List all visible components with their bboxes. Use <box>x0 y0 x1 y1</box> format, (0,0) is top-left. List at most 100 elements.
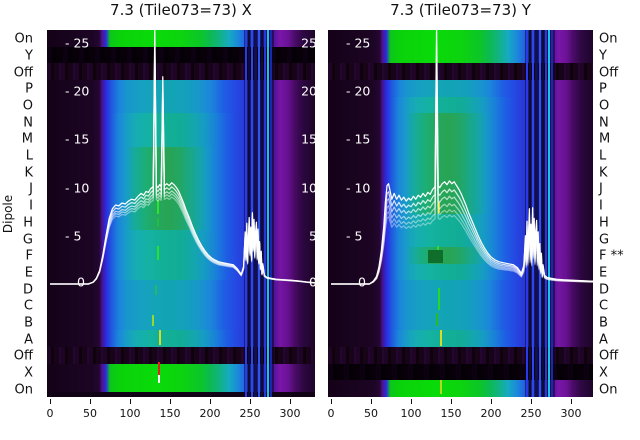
y-tick-label: - 20 <box>346 83 371 99</box>
row-label-right: Y <box>599 48 607 64</box>
x-tick-label: 300 <box>279 407 301 420</box>
rfi-mark <box>159 330 161 345</box>
row-label-right: X <box>599 365 608 381</box>
bandpass-line <box>331 30 593 285</box>
x-tick-mark <box>130 399 131 404</box>
row-label-left: On <box>14 31 33 47</box>
row-label-left: L <box>25 148 33 164</box>
rfi-mark <box>438 288 440 310</box>
row-label-right: O <box>599 98 610 114</box>
x-tick-mark <box>371 399 372 404</box>
row-label-left: I <box>29 198 33 214</box>
y-tick-label: - 15 <box>346 131 371 147</box>
row-label-right: Off <box>599 65 619 81</box>
rfi-stripe <box>535 30 538 397</box>
row-label-right: I <box>599 198 603 214</box>
heatmap-panel-x: - 25 - 20 - 15 - 10 - 5 0 25 20 15 10 5 0 <box>47 30 315 397</box>
heatmap-panel-y: - 25 - 20 - 15 - 10 - 5 0 <box>328 30 593 397</box>
rfi-mark <box>436 313 438 326</box>
x-tick-mark <box>331 399 332 404</box>
y-tick-label: - 10 <box>346 180 371 196</box>
row-label-left: D <box>22 282 33 298</box>
x-tick-mark <box>491 399 492 404</box>
row-label-left: J <box>29 181 33 197</box>
rfi-mark <box>158 362 160 375</box>
x-tick-label: 100 <box>400 407 422 420</box>
y-tick-label-zero: 0 <box>77 274 85 290</box>
rfi-stripe <box>526 30 528 397</box>
row-label-right: Off <box>599 348 619 364</box>
y-tick-label-zero: 0 <box>358 274 366 290</box>
x-tick-label: 250 <box>520 407 542 420</box>
y-tick-label: - 15 <box>65 131 90 147</box>
rfi-stripe <box>270 30 272 397</box>
row-label-left: Off <box>13 65 33 81</box>
x-tick-mark <box>451 399 452 404</box>
panel-title-x: 7.3 (Tile073=73) X <box>110 1 252 19</box>
rfi-mark <box>440 380 442 394</box>
row-label-left: E <box>24 265 33 281</box>
rfi-mark <box>157 218 159 226</box>
x-tick-label: 200 <box>199 407 221 420</box>
rfi-stripe <box>542 30 544 397</box>
y-tick-label-right: 15 <box>301 131 315 147</box>
rfi-stripe <box>548 30 550 397</box>
x-tick-label: 300 <box>560 407 582 420</box>
rfi-stripe <box>264 30 266 397</box>
y-tick-label-right: 10 <box>301 180 315 196</box>
rfi-stripe <box>254 30 257 397</box>
x-tick-label: 150 <box>440 407 462 420</box>
rfi-stripe <box>267 30 269 397</box>
y-tick-label: - 20 <box>65 83 90 99</box>
x-tick-label: 200 <box>480 407 502 420</box>
bandpass-line <box>50 30 315 285</box>
row-label-right: On <box>599 31 618 47</box>
y-tick-label-right: 20 <box>301 83 315 99</box>
y-tick-label: - 25 <box>65 35 90 51</box>
x-tick-mark <box>50 399 51 404</box>
row-label-left: M <box>21 131 33 147</box>
row-label-right: B <box>599 315 608 331</box>
rfi-stripe <box>258 30 260 397</box>
bandpass-line <box>331 97 593 285</box>
x-tick-mark <box>290 399 291 404</box>
x-tick-label: 150 <box>159 407 181 420</box>
bandpass-line <box>331 81 593 285</box>
x-tick-mark <box>531 399 532 404</box>
rfi-mark <box>152 315 154 326</box>
row-label-left: F <box>25 248 33 264</box>
x-tick-label: 100 <box>119 407 141 420</box>
bandpass-line <box>50 55 315 285</box>
x-tick-label: 50 <box>83 407 97 420</box>
row-label-left: A <box>24 332 33 348</box>
y-tick-label-right: 5 <box>309 228 315 244</box>
bandpass-line <box>50 62 315 285</box>
rfi-mark <box>428 250 443 263</box>
row-label-left: X <box>24 365 33 381</box>
row-label-right: K <box>599 165 608 181</box>
rfi-stripe <box>539 30 541 397</box>
rfi-mark <box>157 200 159 214</box>
row-label-right: N <box>599 115 609 131</box>
row-label-right: L <box>599 148 607 164</box>
x-tick-mark <box>90 399 91 404</box>
y-tick-label-right: 25 <box>301 35 315 51</box>
row-label-right: On <box>599 382 618 398</box>
row-label-left: O <box>22 98 33 114</box>
y-tick-label: - 10 <box>65 180 90 196</box>
rfi-stripe <box>248 30 250 397</box>
row-label-right: P <box>599 81 607 97</box>
x-tick-label: 0 <box>46 407 54 420</box>
row-label-right: H <box>599 215 609 231</box>
row-label-left: N <box>23 115 33 131</box>
rfi-stripe <box>245 30 247 397</box>
rfi-stripe <box>545 30 547 397</box>
row-label-left: P <box>25 81 33 97</box>
x-tick-label: 250 <box>239 407 261 420</box>
y-tick-label: - 5 <box>65 228 82 244</box>
bandpass-trace <box>50 30 315 285</box>
row-label-right: A <box>599 332 608 348</box>
row-label-right: E <box>599 265 608 281</box>
row-label-left: C <box>23 298 33 314</box>
y-tick-label-right: 0 <box>309 274 315 290</box>
